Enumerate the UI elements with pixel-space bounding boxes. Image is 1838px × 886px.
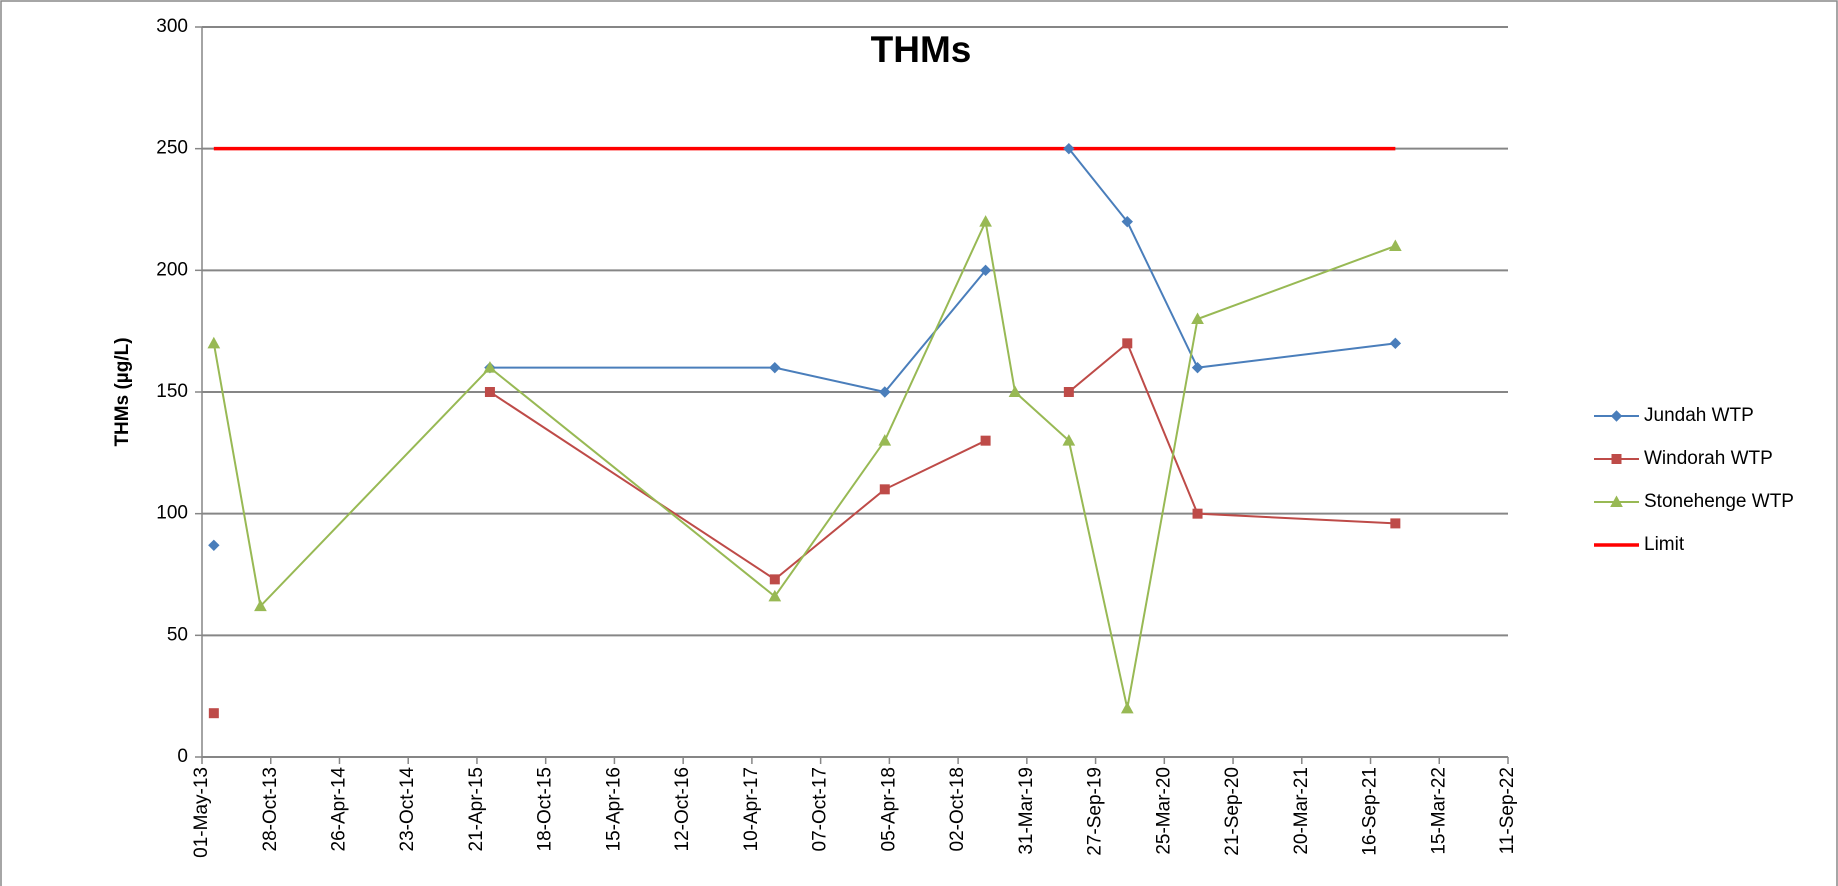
marker [1063, 387, 1074, 397]
marker [1389, 337, 1402, 350]
x-tick-label: 07-Oct-17 [810, 767, 831, 851]
marker [879, 386, 891, 398]
legend-label: Windorah WTP [1644, 448, 1773, 469]
x-tick-label: 28-Oct-13 [260, 767, 281, 851]
chart-title: THMs [871, 29, 972, 70]
marker [1121, 215, 1133, 228]
x-tick-label: 16-Sep-21 [1360, 767, 1381, 856]
marker [1120, 701, 1134, 714]
legend-marker [1610, 495, 1623, 507]
x-tick-label: 20-Mar-21 [1291, 767, 1312, 855]
marker [1063, 142, 1075, 155]
x-tick-label: 15-Mar-22 [1428, 767, 1449, 855]
x-tick-label: 21-Sep-20 [1222, 767, 1243, 856]
y-tick-label: 200 [156, 259, 188, 280]
marker [768, 589, 782, 602]
x-tick-label: 23-Oct-14 [397, 767, 418, 852]
x-tick-label: 26-Apr-14 [328, 767, 349, 852]
marker [980, 435, 991, 446]
series-line [489, 341, 1396, 581]
x-tick-label: 15-Apr-16 [603, 767, 624, 852]
marker [483, 361, 497, 373]
x-tick-label: 10-Apr-17 [741, 767, 762, 852]
marker [1192, 508, 1203, 519]
marker [1389, 239, 1402, 251]
marker [1191, 361, 1204, 374]
x-tick-label: 02-Oct-18 [947, 767, 968, 851]
legend-label: Limit [1644, 534, 1685, 555]
marker [1122, 338, 1133, 349]
x-tick-label: 05-Apr-18 [878, 767, 899, 852]
y-tick-label: 50 [167, 624, 188, 645]
x-tick-label: 31-Mar-19 [1016, 767, 1037, 855]
y-tick-label: 250 [156, 138, 188, 159]
legend-label: Stonehenge WTP [1644, 491, 1794, 512]
x-tick-label: 27-Sep-19 [1085, 767, 1106, 856]
x-tick-label: 01-May-13 [191, 767, 212, 858]
legend-label: Jundah WTP [1644, 405, 1754, 426]
marker [1390, 518, 1401, 529]
marker [878, 434, 892, 446]
x-tick-label: 12-Oct-16 [672, 767, 693, 851]
legend-marker [1611, 454, 1622, 464]
marker [979, 264, 992, 277]
marker [769, 574, 780, 585]
legend-marker [1610, 410, 1623, 422]
marker [208, 708, 219, 719]
x-tick-label: 11-Sep-22 [1497, 767, 1518, 854]
y-tick-label: 150 [156, 381, 188, 402]
marker [1062, 434, 1076, 446]
y-tick-label: 0 [177, 746, 188, 767]
marker [879, 484, 890, 495]
x-tick-label: 18-Oct-15 [535, 767, 556, 851]
marker [979, 215, 992, 227]
y-tick-label: 100 [156, 503, 188, 524]
marker [1191, 312, 1204, 324]
marker [207, 336, 221, 349]
marker [254, 599, 267, 612]
y-tick-label: 300 [156, 16, 188, 37]
y-axis-label: THMs (µg/L) [112, 337, 133, 446]
marker [208, 539, 220, 552]
x-tick-label: 25-Mar-20 [1153, 767, 1174, 855]
x-tick-label: 21-Apr-15 [466, 767, 487, 852]
marker [769, 361, 781, 374]
marker [484, 387, 495, 397]
marker [1008, 385, 1022, 397]
